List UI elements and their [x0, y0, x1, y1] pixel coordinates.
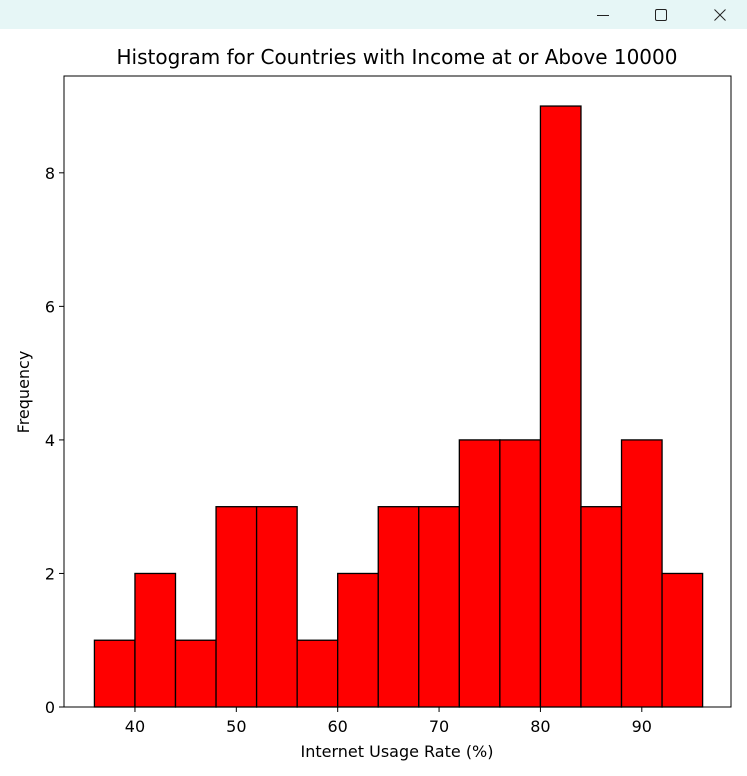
histogram-chart: Histogram for Countries with Income at o… [14, 45, 732, 761]
close-button[interactable] [697, 0, 743, 29]
histogram-bar [458, 439, 501, 708]
histogram-bar [93, 639, 136, 708]
histogram-bar [255, 506, 298, 708]
minimize-icon [597, 14, 609, 16]
histogram-bar [215, 506, 258, 708]
bars-group [93, 105, 704, 708]
x-tick-label: 40 [125, 717, 145, 736]
histogram-bar [337, 572, 379, 708]
maximize-icon [655, 8, 667, 21]
x-tick-label: 90 [632, 717, 652, 736]
y-tick-label: 0 [45, 698, 55, 717]
histogram-bar [296, 639, 339, 708]
window-titlebar [0, 0, 747, 29]
y-axis: 0 2 4 6 8 [45, 164, 64, 717]
x-tick-label: 70 [429, 717, 449, 736]
maximize-button[interactable] [638, 0, 684, 29]
y-tick-label: 6 [45, 297, 55, 316]
minimize-button[interactable] [580, 0, 626, 29]
y-axis-label: Frequency [14, 351, 33, 434]
histogram-bar [134, 572, 177, 708]
histogram-bar [418, 506, 460, 708]
histogram-bar [580, 506, 623, 708]
x-axis-label: Internet Usage Rate (%) [300, 742, 493, 761]
x-tick-label: 80 [530, 717, 550, 736]
y-tick-label: 8 [45, 164, 55, 183]
histogram-bar [661, 572, 704, 708]
histogram-bar [620, 439, 663, 708]
histogram-bar [539, 105, 582, 708]
x-axis: 40 50 60 70 80 90 [125, 707, 652, 736]
y-tick-label: 4 [45, 431, 55, 450]
plot-area [63, 75, 732, 708]
y-tick-label: 2 [45, 564, 55, 583]
chart-title: Histogram for Countries with Income at o… [117, 45, 678, 69]
close-icon [714, 8, 726, 21]
histogram-bar [499, 439, 542, 708]
x-tick-label: 60 [328, 717, 348, 736]
histogram-bar [377, 506, 420, 708]
x-tick-label: 50 [226, 717, 246, 736]
histogram-bar [174, 639, 217, 708]
